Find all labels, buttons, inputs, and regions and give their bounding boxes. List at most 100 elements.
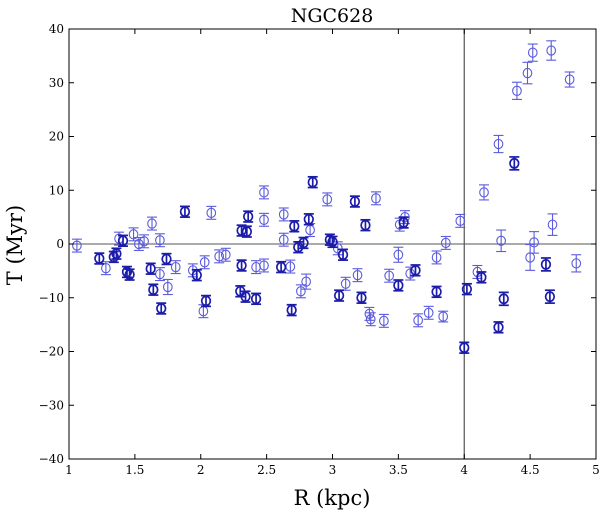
data-point-dark [337,248,349,261]
data-point-light [522,61,533,85]
point-marker [243,211,254,223]
data-point-dark [161,252,172,266]
point-marker [179,206,191,218]
point-marker [540,258,552,270]
point-marker [364,308,375,320]
data-point-dark [250,292,262,306]
x-tick-label: 5 [592,463,600,477]
data-point-light [352,268,363,283]
data-point-dark [200,294,212,308]
data-point-light [378,313,389,328]
point-marker [398,217,409,228]
data-point-dark [356,291,367,304]
point-marker [352,270,363,281]
point-marker [544,291,556,303]
point-marker [139,236,149,247]
data-point-dark [275,260,287,274]
point-marker [455,215,466,227]
y-axis-ticks: −40 −30 −20 −10 0 10 20 30 40 [39,22,596,466]
point-marker [332,243,343,254]
data-point-light [285,259,296,274]
data-point-light [493,134,504,154]
y-tick-label: 40 [49,22,64,36]
data-point-dark [124,268,135,281]
data-point-dark [286,303,297,317]
point-marker [324,234,336,246]
data-point-dark [493,321,504,334]
point-marker [431,286,442,298]
point-marker [200,295,212,307]
data-point-dark [241,225,253,238]
point-marker [162,281,173,293]
data-point-light [322,192,333,207]
data-point-dark [94,252,105,265]
point-marker [275,261,287,273]
point-marker [72,240,82,251]
point-marker [365,314,376,325]
data-point-light [139,234,150,249]
point-marker [259,214,269,225]
data-point-dark [191,268,202,282]
point-marker [527,47,538,58]
data-point-light [405,266,416,281]
data-point-light [365,312,376,327]
data-point-dark [327,235,338,249]
point-marker [371,193,381,204]
data-point-dark [333,289,345,302]
data-point-dark [398,216,409,229]
point-marker [278,234,289,245]
point-marker [214,251,225,262]
chart-title: NGC628 [291,5,374,27]
data-point-light [413,313,424,328]
point-marker [191,269,202,281]
point-marker [301,276,312,287]
point-marker [148,284,159,296]
point-marker [307,176,318,188]
point-marker [360,219,371,231]
point-marker [476,271,487,283]
data-point-dark [461,282,473,296]
point-marker [278,209,289,220]
x-tick-label: 1 [65,463,73,477]
point-marker [241,226,253,238]
data-point-dark [156,302,167,315]
point-marker [438,311,449,322]
point-marker [156,303,167,314]
point-marker [155,235,165,246]
data-point-light [431,250,442,265]
data-point-dark [307,175,318,189]
point-marker [147,218,157,229]
point-marker [547,219,558,230]
point-marker [496,235,506,246]
point-marker [509,157,520,169]
y-tick-label: −10 [39,291,64,305]
point-marker [220,249,231,260]
point-marker [236,225,247,237]
data-point-dark [498,291,509,307]
point-marker [240,291,251,303]
point-marker [413,315,423,326]
data-point-light [128,227,139,242]
point-marker [546,45,557,56]
data-point-light [220,247,231,262]
data-point-dark [293,241,304,254]
point-marker [340,278,351,289]
data-point-light [332,241,343,256]
point-marker [322,194,333,205]
data-point-light [214,249,225,264]
data-point-light [384,268,395,283]
point-marker [121,266,133,278]
point-marker [111,248,122,260]
point-marker [298,237,309,249]
data-point-light [170,260,181,275]
data-point-light [154,233,165,248]
x-axis-title: R (kpc) [294,486,371,510]
point-marker [356,292,367,304]
data-point-dark [148,283,159,296]
data-point-dark [544,289,556,304]
data-point-dark [410,264,421,277]
data-point-light [438,310,449,323]
point-marker [529,237,539,248]
data-point-light [147,216,158,231]
point-marker [236,260,247,271]
